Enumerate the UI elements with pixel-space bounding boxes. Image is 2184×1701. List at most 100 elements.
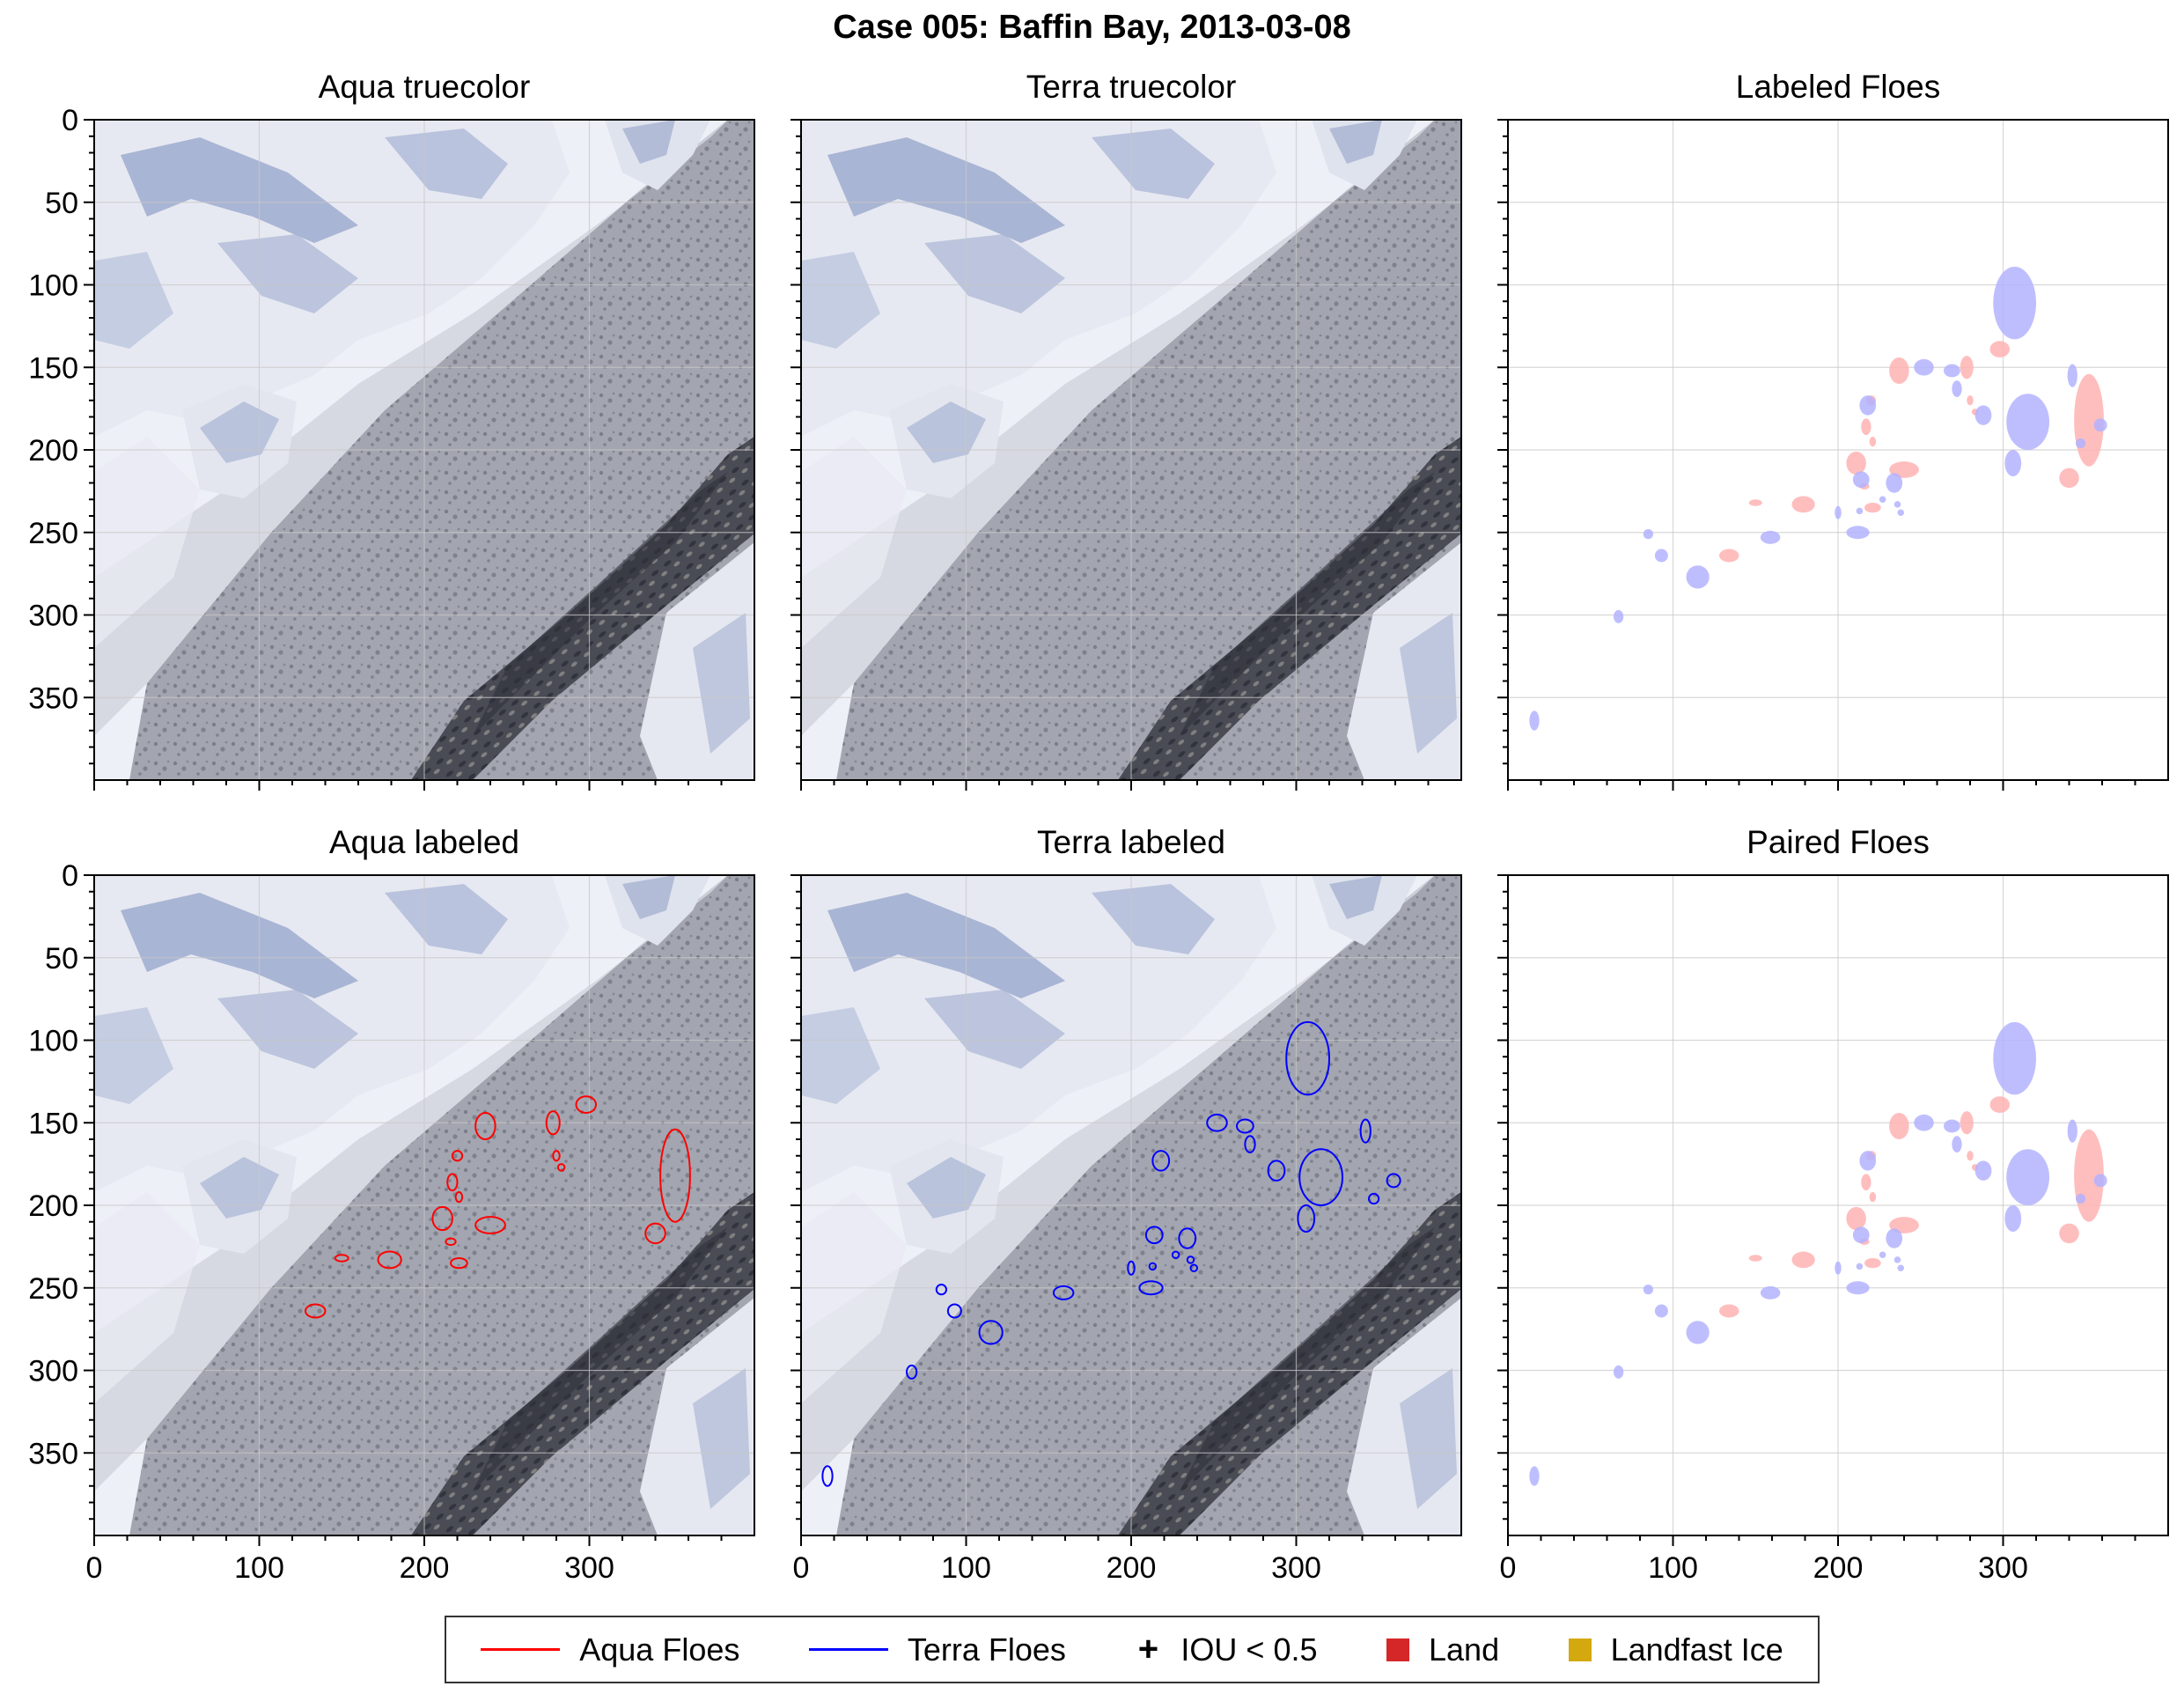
terra-floe (2067, 1119, 2077, 1143)
terra-floe-outline (1244, 1135, 1256, 1153)
aqua-floe (1791, 1251, 1815, 1269)
xtick-label: 100 (234, 1551, 284, 1585)
terra-floe-outline (1267, 1160, 1286, 1182)
terra-floe-outline (1386, 1173, 1401, 1189)
terra-floe (1897, 1264, 1904, 1271)
terra-floe (1686, 565, 1710, 589)
xtick-label: 200 (1813, 1551, 1864, 1585)
panel-title-aqua-labeled: Aqua labeled (328, 824, 520, 860)
terra-floe (1529, 711, 1540, 731)
aqua-floe-outline (334, 1254, 349, 1263)
aqua-floe-outline (644, 1222, 666, 1245)
legend-item-aqua: Aqua Floes (481, 1631, 739, 1668)
aqua-floe (1846, 451, 1866, 475)
terra-floe (1614, 1365, 1624, 1379)
aqua-floe (1861, 418, 1871, 436)
aqua-floe-outline (659, 1128, 691, 1223)
aqua-floe-outline (556, 1163, 566, 1172)
terra-floe (1894, 501, 1901, 508)
terra-floe (1879, 1251, 1886, 1258)
aqua-floe-outline (474, 1112, 496, 1140)
aqua-floe (1960, 356, 1974, 379)
terra-floe (1993, 266, 2036, 340)
aqua-line-swatch (481, 1648, 561, 1651)
terra-floe (1894, 1256, 1901, 1263)
aqua-floe (2059, 1223, 2079, 1244)
ytick-label: 50 (45, 187, 78, 220)
ytick-label: 350 (28, 1437, 78, 1470)
xtick-label: 300 (564, 1551, 614, 1585)
aqua-floe (1989, 341, 2010, 357)
legend-label-terra: Terra Floes (907, 1631, 1066, 1668)
terra-floe (1856, 507, 1864, 515)
aqua-floe (1869, 437, 1877, 447)
terra-floe-outline (935, 1284, 947, 1296)
terra-floe (1529, 1466, 1540, 1486)
ytick-label: 200 (28, 1189, 78, 1223)
aqua-floe (1791, 496, 1815, 513)
terra-floe-outline (1236, 1118, 1254, 1134)
aqua-floe (1960, 1111, 1974, 1135)
terra-floe-outline (1178, 1227, 1197, 1249)
terra-floe (2067, 364, 2077, 387)
aqua-floe-outline (454, 1191, 464, 1204)
legend-label-aqua: Aqua Floes (579, 1631, 740, 1668)
xtick-label: 100 (1648, 1551, 1698, 1585)
terra-floe-outline (821, 1465, 834, 1487)
ytick-label: 350 (28, 681, 78, 715)
terra-floe (1944, 1119, 1960, 1133)
aqua-floe (1748, 1255, 1762, 1262)
terra-floe (2093, 418, 2107, 432)
terra-floe (1654, 549, 1668, 563)
terra-floe-outline (1186, 1256, 1195, 1264)
ytick-label: 200 (28, 434, 78, 468)
terra-floe-outline (1171, 1250, 1180, 1259)
terra-floe-outline (906, 1364, 918, 1380)
legend-label-land: Land (1429, 1631, 1500, 1668)
terra-floe-outline (1368, 1192, 1380, 1205)
xtick-label: 100 (941, 1551, 991, 1585)
landfast-swatch (1568, 1638, 1592, 1661)
xtick-label: 300 (1271, 1551, 1321, 1585)
xtick-label: 0 (86, 1551, 103, 1585)
terra-floe (1760, 1285, 1781, 1300)
aqua-floe-outline (552, 1150, 561, 1162)
aqua-floe (1864, 503, 1881, 513)
terra-floe (1835, 1261, 1842, 1275)
aqua-floe-outline (451, 1150, 464, 1162)
terra-floe (1846, 1281, 1870, 1295)
ytick-label: 150 (28, 1107, 78, 1140)
aqua-floe (1889, 357, 1909, 384)
terra-floe (2076, 1193, 2086, 1204)
aqua-floe-outline (431, 1205, 453, 1232)
terra-floe (2006, 1149, 2049, 1205)
aqua-floe (1967, 395, 1974, 406)
aqua-floe (1861, 1174, 1871, 1191)
aqua-floe-outline (575, 1095, 597, 1114)
terra-floe (1852, 1226, 1870, 1244)
ytick-label: 50 (45, 942, 78, 976)
terra-floe-outline (1148, 1262, 1158, 1271)
panel-title-terra-labeled: Terra labeled (1037, 824, 1225, 860)
terra-floe (1859, 395, 1877, 416)
terra-floe (1856, 1263, 1864, 1270)
aqua-floe-outline (377, 1250, 402, 1270)
terra-floe (1897, 509, 1904, 516)
terra-floe (1643, 529, 1653, 540)
terra-floe (1914, 1114, 1934, 1131)
terra-floe (1859, 1151, 1877, 1171)
aqua-floe (1719, 1304, 1739, 1318)
terra-floe (1614, 609, 1624, 623)
terra-floe (1760, 530, 1781, 544)
aqua-floe (2059, 468, 2079, 489)
figure-title: Case 005: Baffin Bay, 2013-03-08 (833, 9, 1351, 46)
panel-title-paired-floes: Paired Floes (1746, 824, 1930, 860)
xtick-label: 200 (400, 1551, 450, 1585)
ytick-label: 250 (28, 517, 78, 550)
terra-floe-outline (1052, 1285, 1075, 1300)
panel-title-labeled-floes: Labeled Floes (1735, 69, 1941, 105)
terra-floe (1686, 1321, 1710, 1344)
legend-item-terra: Terra Floes (808, 1631, 1066, 1668)
terra-floe-outline (1298, 1148, 1343, 1206)
ytick-label: 100 (28, 269, 78, 303)
